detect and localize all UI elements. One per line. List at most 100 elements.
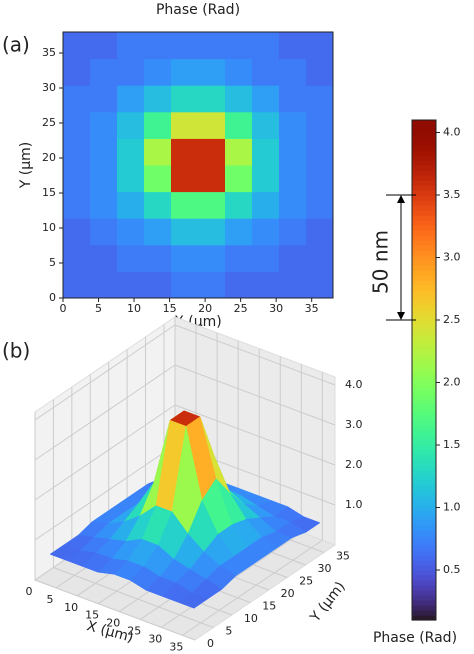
heatmap-cell (90, 111, 118, 139)
x-tick-label: 15 (85, 609, 99, 622)
colorbar-swatch (412, 150, 436, 156)
colorbar-swatch (412, 590, 436, 596)
colorbar-swatch (412, 500, 436, 506)
heatmap-cell (225, 191, 253, 219)
colorbar-swatch (412, 600, 436, 606)
colorbar-swatch (412, 575, 436, 581)
z-tick-label: 2.0 (345, 458, 363, 471)
heatmap-cell (63, 138, 91, 166)
grid-line (53, 567, 214, 628)
colorbar-swatch (412, 300, 436, 306)
heatmap-cell (198, 191, 226, 219)
colorbar-swatch (412, 280, 436, 286)
heatmap-cell (63, 218, 91, 246)
heatmap-cell (252, 58, 280, 86)
colorbar-swatch (412, 315, 436, 321)
colorbar-swatch (412, 240, 436, 246)
colorbar-swatch (412, 425, 436, 431)
heatmap-cell (63, 32, 91, 60)
colorbar-swatch (412, 330, 436, 336)
panel-label: (b) (2, 339, 30, 363)
colorbar-swatch (412, 450, 436, 456)
colorbar-swatch (412, 605, 436, 611)
grid-line (34, 364, 176, 461)
colorbar-swatch (412, 290, 436, 296)
colorbar-swatch (412, 325, 436, 331)
x-tick-label: 5 (47, 593, 54, 606)
heatmap-cell (198, 271, 226, 299)
colorbar-swatch (412, 455, 436, 461)
heatmap-cell (90, 138, 118, 166)
colorbar-swatch (412, 495, 436, 501)
heatmap-cell (279, 191, 307, 219)
x-tick-label: 20 (198, 302, 212, 315)
x-tick-label: 0 (26, 585, 33, 598)
colorbar-swatch (412, 530, 436, 536)
x-tick-label: 30 (269, 302, 283, 315)
colorbar-swatch (412, 375, 436, 381)
colorbar-swatch (412, 525, 436, 531)
grid-line (34, 324, 176, 421)
colorbar-swatch (412, 360, 436, 366)
colorbar-tick-label: 3.5 (443, 188, 461, 201)
heatmap-cell (63, 85, 91, 113)
colorbar-swatch (412, 180, 436, 186)
colorbar-swatch (412, 165, 436, 171)
grid-line (174, 364, 336, 426)
colorbar-swatch (412, 615, 436, 621)
heatmap-cell (144, 165, 172, 193)
colorbar-label: Phase (Rad) (373, 630, 457, 646)
heatmap-cell (279, 58, 307, 86)
heatmap-cell (117, 32, 145, 60)
x-tick-label: 15 (163, 302, 177, 315)
colorbar-swatch (412, 205, 436, 211)
colorbar-tick-label: 1.5 (443, 438, 461, 451)
x-tick-label: 35 (169, 640, 183, 653)
heatmap-cell (90, 58, 118, 86)
heatmap-cell (63, 165, 91, 193)
heatmap-cell (117, 244, 145, 272)
colorbar-swatch (412, 225, 436, 231)
colorbar-swatch (412, 420, 436, 426)
colorbar-swatch (412, 370, 436, 376)
heatmap-cell (117, 218, 145, 246)
heatmap-cell (306, 111, 334, 139)
heatmap-cell (171, 138, 199, 166)
heatmap-cell (252, 111, 280, 139)
colorbar-swatch (412, 390, 436, 396)
heatmap-cell (171, 271, 199, 299)
colorbar-swatch (412, 230, 436, 236)
heatmap-cell (144, 111, 172, 139)
colorbar-tick-label: 0.5 (443, 563, 461, 576)
annotation: 50 nm (369, 230, 393, 294)
colorbar-swatch (412, 270, 436, 276)
heatmap-cell (198, 244, 226, 272)
heatmap-cell (144, 32, 172, 60)
colorbar-swatch (412, 275, 436, 281)
heatmap-cell (306, 218, 334, 246)
heatmap-cell (279, 111, 307, 139)
colorbar-swatch (412, 260, 436, 266)
heatmap-cell (306, 271, 334, 299)
heatmap-cell (63, 111, 91, 139)
colorbar-swatch (412, 345, 436, 351)
colorbar-swatch (412, 365, 436, 371)
y-tick-label: 35 (42, 46, 56, 59)
heatmap-cell (144, 58, 172, 86)
heatmap-cell (225, 85, 253, 113)
colorbar-swatch (412, 535, 436, 541)
colorbar-swatch (412, 130, 436, 136)
heatmap-cell (225, 271, 253, 299)
colorbar-swatch (412, 350, 436, 356)
y-tick-label: 15 (42, 186, 56, 199)
y-tick-label: 20 (42, 151, 56, 164)
colorbar-swatch (412, 310, 436, 316)
heatmap-cell (306, 165, 334, 193)
heatmap-cell (171, 111, 199, 139)
heatmap-cell (117, 138, 145, 166)
colorbar-swatch (412, 570, 436, 576)
heatmap-cell (279, 138, 307, 166)
y-tick-label: 25 (42, 116, 56, 129)
colorbar-swatch (412, 215, 436, 221)
